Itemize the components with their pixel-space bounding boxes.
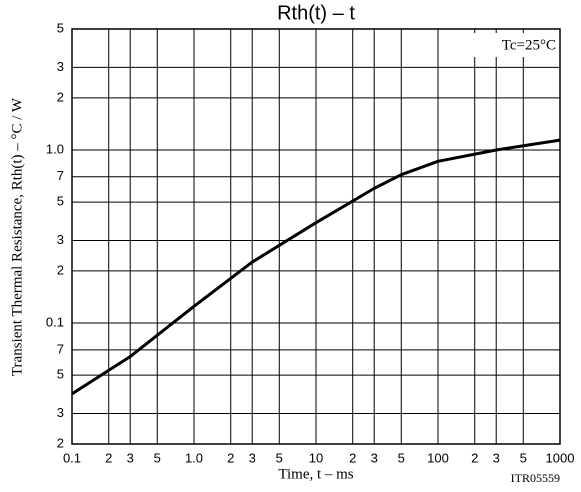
x-tick-label: 5	[520, 450, 527, 465]
y-tick-label: 5	[57, 367, 64, 382]
x-tick-label: 5	[276, 450, 283, 465]
x-tick-label: 0.1	[63, 450, 81, 465]
annotation-box	[474, 33, 558, 57]
y-tick-label: 1.0	[46, 141, 64, 156]
x-tick-label: 10	[309, 450, 323, 465]
x-tick-label: 5	[398, 450, 405, 465]
y-tick-label: 3	[57, 232, 64, 247]
y-axis-label: Transient Thermal Resistance, Rth(t) – °…	[9, 97, 25, 376]
y-tick-label: 5	[57, 20, 64, 35]
annotation: ITR05559	[511, 471, 560, 485]
x-tick-label: 2	[349, 450, 356, 465]
y-tick-label: 5	[57, 194, 64, 209]
x-tick-label: 3	[249, 450, 256, 465]
x-tick-label: 1.0	[185, 450, 203, 465]
plot-frame	[71, 28, 561, 445]
x-tick-label: 2	[227, 450, 234, 465]
chart-title: Rth(t) – t	[277, 2, 355, 24]
x-tick-label: 3	[493, 450, 500, 465]
x-tick-label: 3	[371, 450, 378, 465]
annotation: Tc=25°C	[502, 37, 556, 53]
y-tick-label: 3	[57, 405, 64, 420]
y-tick-label: 7	[57, 341, 64, 356]
x-tick-label: 100	[427, 450, 449, 465]
y-tick-label: 2	[57, 262, 64, 277]
x-tick-label: 5	[154, 450, 161, 465]
x-tick-label: 2	[471, 450, 478, 465]
x-tick-label: 2	[105, 450, 112, 465]
x-tick-label: 1000	[546, 450, 575, 465]
y-tick-label: 2	[57, 435, 64, 450]
y-tick-label: 2	[57, 89, 64, 104]
data-line	[71, 138, 561, 396]
y-tick-label: 7	[57, 168, 64, 183]
x-axis-label: Time, t – ms	[278, 466, 353, 482]
y-tick-label: 3	[57, 59, 64, 74]
y-tick-label: 0.1	[46, 314, 64, 329]
x-tick-label: 3	[127, 450, 134, 465]
